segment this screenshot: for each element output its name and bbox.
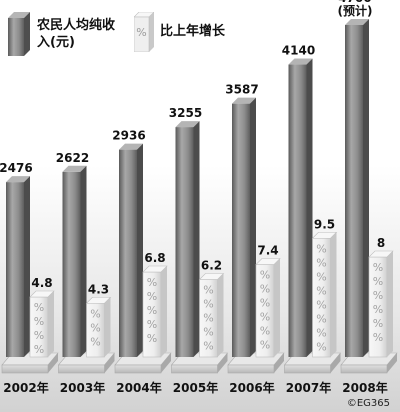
income-bar-2: [119, 143, 143, 357]
growth-percent-glyph-3-4: %: [203, 340, 213, 353]
legend-growth-label: 比上年增长: [160, 24, 226, 39]
growth-label-4: 7.4: [257, 244, 278, 258]
growth-percent-glyph-4-1: %: [260, 283, 270, 296]
income-label-3: 3255: [169, 106, 202, 120]
growth-percent-glyph-1-1: %: [90, 321, 100, 334]
growth-percent-glyph-5-3: %: [316, 284, 326, 297]
growth-percent-glyph-3-2: %: [203, 312, 213, 325]
growth-percent-glyph-5-1: %: [316, 256, 326, 269]
growth-percent-glyph-2-4: %: [147, 332, 157, 345]
growth-percent-glyph-2-1: %: [147, 290, 157, 303]
category-label-1: 2003年: [60, 380, 105, 395]
growth-percent-glyph-4-0: %: [260, 269, 270, 282]
growth-percent-glyph-1-2: %: [90, 335, 100, 348]
growth-percent-glyph-5-7: %: [316, 340, 326, 353]
growth-percent-glyph-6-5: %: [373, 331, 383, 344]
growth-percent-glyph-0-0: %: [34, 301, 44, 314]
growth-label-6: 8: [377, 236, 385, 250]
growth-percent-glyph-5-5: %: [316, 312, 326, 325]
growth-label-5: 9.5: [314, 217, 335, 231]
income-label-6: 4700(预计): [338, 0, 373, 18]
growth-percent-glyph-6-2: %: [373, 289, 383, 302]
growth-percent-glyph-4-3: %: [260, 311, 270, 324]
growth-percent-glyph-6-3: %: [373, 303, 383, 316]
growth-bar-1: %%%: [85, 296, 112, 358]
growth-bar-2: %%%%%: [142, 265, 168, 358]
growth-percent-glyph-0-2: %: [34, 329, 44, 342]
growth-bar-5: %%%%%%%%: [311, 231, 338, 358]
income-label-2: 2936: [112, 129, 145, 143]
income-label-0: 2476: [0, 161, 33, 175]
growth-bar-4: %%%%%%: [255, 258, 281, 358]
growth-label-3: 6.2: [201, 259, 222, 273]
growth-bar-3: %%%%%: [198, 273, 225, 358]
category-label-3: 2005年: [173, 380, 218, 395]
growth-bar-6: %%%%%%: [368, 250, 394, 358]
category-label-6: 2008年: [342, 380, 387, 395]
growth-percent-glyph-3-0: %: [203, 284, 213, 297]
income-bar-1: [62, 165, 87, 357]
growth-percent-glyph-2-2: %: [147, 304, 157, 317]
growth-percent-glyph-0-1: %: [34, 315, 44, 328]
income-label-1: 2622: [56, 151, 89, 165]
growth-percent-glyph-5-0: %: [316, 242, 326, 255]
growth-percent-glyph-2-3: %: [147, 318, 157, 331]
income-label-5: 4140: [282, 44, 315, 58]
legend-income-swatch: [8, 12, 30, 56]
growth-percent-glyph-5-2: %: [316, 270, 326, 283]
legend-growth: % 比上年增长: [134, 12, 225, 52]
growth-percent-glyph-4-2: %: [260, 297, 270, 310]
growth-bar-0: %%%%: [29, 290, 55, 358]
category-label-5: 2007年: [286, 380, 331, 395]
growth-percent-glyph-3-3: %: [203, 326, 213, 339]
growth-percent-glyph-6-0: %: [373, 261, 383, 274]
source-credit: ©EG365: [346, 398, 390, 409]
legend-growth-swatch: %: [134, 12, 154, 52]
growth-percent-glyph-5-6: %: [316, 326, 326, 339]
legend-income-label: 农民人均纯收入(元): [37, 18, 116, 50]
income-label-4: 3587: [225, 83, 258, 97]
growth-percent-glyph-6-1: %: [373, 275, 383, 288]
growth-label-1: 4.3: [88, 282, 109, 296]
growth-label-2: 6.8: [144, 251, 165, 265]
growth-percent-glyph-4-4: %: [260, 325, 270, 338]
growth-label-0: 4.8: [31, 276, 52, 290]
income-bar-5: [288, 58, 313, 357]
growth-percent-glyph-0-3: %: [34, 343, 44, 356]
growth-percent-glyph-5-4: %: [316, 298, 326, 311]
income-bar-4: [232, 97, 256, 357]
income-bar-0: [6, 176, 30, 357]
growth-percent-glyph-3-1: %: [203, 298, 213, 311]
growth-percent-glyph-1-0: %: [90, 307, 100, 320]
income-bar-6: [345, 18, 369, 357]
growth-percent-glyph-4-5: %: [260, 339, 270, 352]
legend-growth-percent-icon: %: [136, 26, 146, 39]
category-label-2: 2004年: [116, 380, 161, 395]
legend-income: 农民人均纯收入(元): [8, 12, 125, 56]
growth-percent-glyph-6-4: %: [373, 317, 383, 330]
category-label-0: 2002年: [3, 380, 48, 395]
growth-percent-glyph-2-0: %: [147, 276, 157, 289]
income-bar-3: [175, 121, 200, 357]
category-label-4: 2006年: [229, 380, 274, 395]
